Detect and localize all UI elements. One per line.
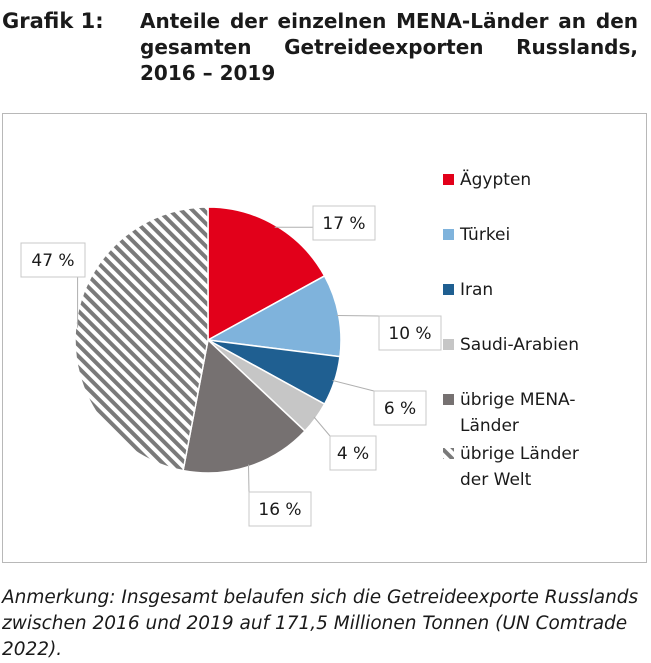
data-label-türkei: 10 % xyxy=(388,324,431,344)
pie-slice-übrige-länder-der-welt xyxy=(74,206,209,472)
legend-swatch-türkei xyxy=(443,229,454,240)
pie-slice-übrige-mena-länder xyxy=(182,338,307,474)
footnote: Anmerkung: Insgesamt belaufen sich die G… xyxy=(2,587,639,660)
legend-label-türkei: Türkei xyxy=(459,225,510,245)
legend-swatch-iran xyxy=(443,284,454,295)
pie-slice-ägypten xyxy=(207,206,326,342)
legend-label-übrige-länder-der-welt: übrige Länder der Welt xyxy=(460,444,579,490)
legend-swatch-übrige-mena-länder xyxy=(443,394,454,405)
data-label-box-saudi-arabien xyxy=(329,435,377,471)
data-label-box-übrige-mena-länder xyxy=(248,491,312,527)
legend-label-übrige-mena-länder: übrige MENA-Länder xyxy=(460,390,575,436)
leader-line-übrige-mena-länder xyxy=(247,464,250,493)
legend-label-ägypten: Ägypten xyxy=(460,169,531,190)
data-label-übrige-länder-der-welt: 47 % xyxy=(31,251,74,271)
chart-title: Anteile der einzelnen MENA-Länder an den… xyxy=(140,9,638,85)
data-label-box-iran xyxy=(373,390,427,426)
chart-area: 17 % 10 % 6 % 4 % 16 % 47 % Ägypten Türkei Iran… xyxy=(2,113,647,563)
leader-line-saudi-arabien xyxy=(313,416,331,437)
legend-swatch-übrige-länder-der-welt xyxy=(443,448,454,459)
pie-chart: 17 % 10 % 6 % 4 % 16 % 47 % Ägypten Türkei Iran… xyxy=(20,169,579,527)
data-label-iran: 6 % xyxy=(384,399,416,419)
data-label-übrige-mena-länder: 16 % xyxy=(258,500,301,520)
leader-line-iran xyxy=(332,379,375,392)
data-label-box-türkei xyxy=(378,315,442,351)
data-label-box-ägypten xyxy=(312,205,376,241)
legend-swatch-saudi-arabien xyxy=(443,339,454,350)
leader-line-türkei xyxy=(336,314,380,317)
data-label-box-übrige-länder-der-welt xyxy=(20,242,86,278)
data-label-ägypten: 17 % xyxy=(322,214,365,234)
data-label-saudi-arabien: 4 % xyxy=(337,444,369,464)
legend-label-saudi-arabien: Saudi-Arabien xyxy=(460,335,579,355)
legend-swatch-ägypten xyxy=(443,174,454,185)
figure-label: Grafik 1: xyxy=(2,9,104,33)
legend-label-iran: Iran xyxy=(460,280,493,300)
